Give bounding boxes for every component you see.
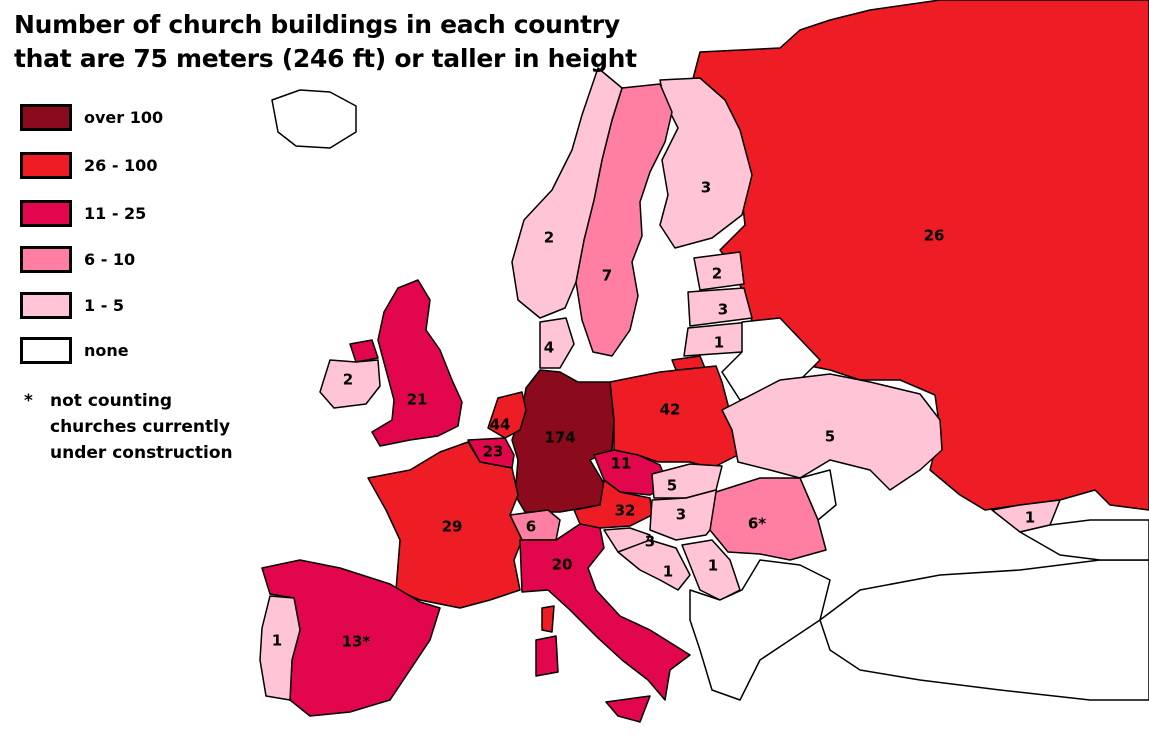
country-ukraine [721,373,943,491]
country-italy-sicily [605,695,651,723]
label-russia: 26 [924,227,945,245]
label-latvia: 3 [718,301,728,319]
legend-item-over-100: over 100 [20,102,163,132]
label-denmark: 4 [544,339,554,357]
country-turkey [819,559,1149,701]
country-denmark [539,317,575,369]
label-ireland: 2 [343,371,353,389]
country-latvia [687,287,753,327]
label-hungary: 3 [676,506,686,524]
label-italy: 20 [552,556,573,574]
country-portugal [259,595,301,701]
legend-label: 1 - 5 [84,295,125,315]
legend-item-1-5: 1 - 5 [20,290,124,320]
country-norway [511,67,623,319]
footnote-line3: under construction [50,443,233,463]
label-croatia: 1 [663,563,673,581]
map-title: Number of church buildings in each count… [14,8,637,76]
country-georgia [991,499,1061,533]
legend-label: 11 - 25 [84,203,147,223]
legend-swatch [20,103,72,131]
map-title-line2: that are 75 meters (246 ft) or taller in… [14,44,637,73]
map-title-line1: Number of church buildings in each count… [14,10,620,39]
legend-item-none: none [20,335,129,365]
country-netherlands [487,391,527,439]
label-sweden: 7 [602,267,612,285]
label-austria: 32 [615,502,636,520]
country-balkans [689,559,831,701]
label-uk: 21 [407,391,428,409]
label-ukraine: 5 [825,428,835,446]
country-italy-sardinia [535,635,559,677]
legend-item-26-100: 26 - 100 [20,150,157,180]
label-spain: 13* [342,633,371,651]
country-croatia [617,539,691,591]
label-norway: 2 [544,229,554,247]
legend-label: 26 - 100 [84,155,158,175]
footnote-asterisk: * [24,391,33,411]
country-romania [709,477,827,561]
legend-swatch [20,336,72,364]
country-france [367,441,523,609]
label-estonia: 2 [712,265,722,283]
country-finland [659,77,753,249]
footnote-line2: churches currently [50,417,231,437]
legend-swatch [20,245,72,273]
label-poland: 42 [660,401,681,419]
footnote-text: not counting churches currently under co… [50,388,233,466]
label-switzerland: 6 [526,518,536,536]
label-germany: 174 [544,429,575,447]
country-serbia [681,539,741,601]
legend-swatch [20,151,72,179]
legend-label: over 100 [84,107,164,127]
legend-swatch [20,291,72,319]
legend-label: none [84,340,129,360]
label-finland: 3 [701,179,711,197]
label-czechia: 11 [611,455,632,473]
country-italy [519,523,691,701]
label-slovenia: 3 [645,533,655,551]
label-portugal: 1 [272,632,282,650]
legend-item-6-10: 6 - 10 [20,244,135,274]
label-romania: 6* [748,515,766,533]
footnote-line1: not counting [50,391,173,411]
legend-item-11-25: 11 - 25 [20,198,146,228]
label-netherlands: 44 [490,416,511,434]
label-belgium: 23 [483,443,504,461]
country-uk-ni [349,339,379,363]
country-estonia [693,251,745,291]
country-iceland [271,89,357,149]
legend-label: 6 - 10 [84,249,136,269]
country-uk [371,279,463,447]
footnote: * not counting churches currently under … [24,388,233,466]
label-georgia: 1 [1025,509,1035,527]
country-france-corsica [541,605,555,633]
country-caucasus [1019,519,1149,561]
label-lithuania: 1 [714,334,724,352]
label-france: 29 [442,518,463,536]
label-serbia: 1 [708,557,718,575]
legend-swatch [20,199,72,227]
country-ireland [319,359,381,409]
label-slovakia: 5 [667,477,677,495]
